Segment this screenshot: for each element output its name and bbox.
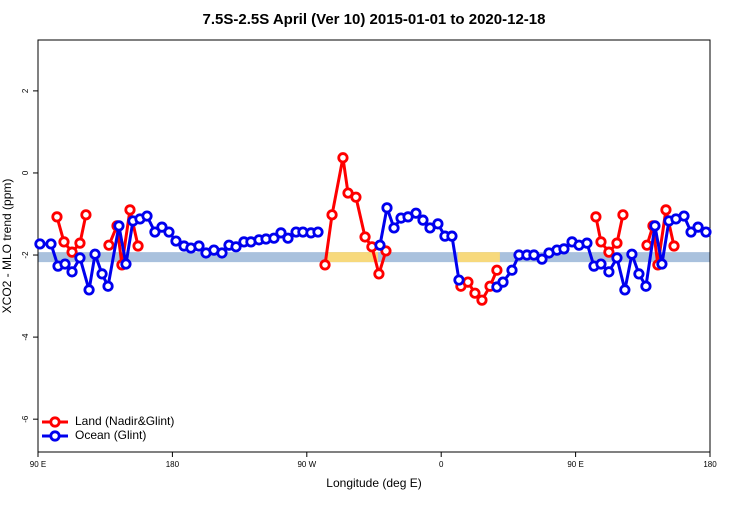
point (83, 284, 95, 296)
point (282, 232, 294, 244)
point (350, 191, 362, 203)
point (432, 218, 444, 230)
y-tick-label: 0 (21, 170, 30, 175)
point (66, 266, 78, 278)
point (326, 209, 338, 221)
point (120, 258, 132, 270)
point (80, 209, 92, 221)
x-tick-label: 180 (703, 460, 717, 469)
point (156, 221, 168, 233)
y-tick-label: -6 (21, 415, 30, 423)
point (373, 268, 385, 280)
x-tick-label: 90 E (567, 460, 583, 469)
point (656, 258, 668, 270)
point (359, 231, 371, 243)
point (692, 221, 704, 233)
point (388, 222, 400, 234)
point (700, 226, 712, 238)
point (603, 266, 615, 278)
point (374, 239, 386, 251)
point (337, 152, 349, 164)
x-tick-label: 0 (439, 460, 444, 469)
point (581, 237, 593, 249)
point (603, 246, 615, 258)
point (216, 247, 228, 259)
point (506, 264, 518, 276)
point (66, 246, 78, 258)
x-axis-label: Longitude (deg E) (326, 476, 421, 490)
point (45, 238, 57, 250)
x-tick-label: 90 W (297, 460, 316, 469)
point (536, 253, 548, 265)
point (611, 252, 623, 264)
point (641, 239, 653, 251)
point (74, 252, 86, 264)
point (113, 220, 125, 232)
point (611, 237, 623, 249)
y-tick-label: -2 (21, 251, 30, 259)
point (89, 248, 101, 260)
point (668, 240, 680, 252)
point (275, 227, 287, 239)
point (103, 239, 115, 251)
point (619, 284, 631, 296)
point (497, 276, 509, 288)
point (462, 276, 474, 288)
point (319, 259, 331, 271)
point (685, 226, 697, 238)
point (381, 202, 393, 214)
point (417, 214, 429, 226)
point (230, 241, 242, 253)
point (34, 238, 46, 250)
y-tick-label: -4 (21, 333, 30, 341)
point (446, 230, 458, 242)
point (312, 226, 324, 238)
point (590, 211, 602, 223)
point (660, 204, 672, 216)
point (141, 210, 153, 222)
point (595, 258, 607, 270)
x-tick-label: 90 E (30, 460, 46, 469)
point (633, 268, 645, 280)
point (193, 240, 205, 252)
point (528, 249, 540, 261)
point (640, 280, 652, 292)
point (558, 243, 570, 255)
point (149, 226, 161, 238)
point (51, 211, 63, 223)
legend-label: Ocean (Glint) (75, 428, 146, 442)
legend-label: Land (Nadir&Glint) (75, 414, 174, 428)
chart-title: 7.5S-2.5S April (Ver 10) 2015-01-01 to 2… (203, 11, 546, 28)
point (58, 236, 70, 248)
x-tick-label: 180 (166, 460, 180, 469)
point (96, 268, 108, 280)
point (163, 226, 175, 238)
point (453, 274, 465, 286)
point (410, 207, 422, 219)
point (476, 294, 488, 306)
legend-marker (49, 416, 61, 428)
point (469, 287, 481, 299)
point (268, 232, 280, 244)
point (491, 264, 503, 276)
point (678, 210, 690, 222)
point (124, 204, 136, 216)
point (74, 237, 86, 249)
point (59, 258, 71, 270)
point (649, 220, 661, 232)
y-axis-label: XCO2 - MLO trend (ppm) (0, 179, 14, 314)
y-tick-label: 2 (21, 88, 30, 93)
point (617, 209, 629, 221)
point (132, 240, 144, 252)
point (170, 235, 182, 247)
legend-marker (49, 430, 61, 442)
point (595, 236, 607, 248)
point (102, 280, 114, 292)
point (626, 248, 638, 260)
